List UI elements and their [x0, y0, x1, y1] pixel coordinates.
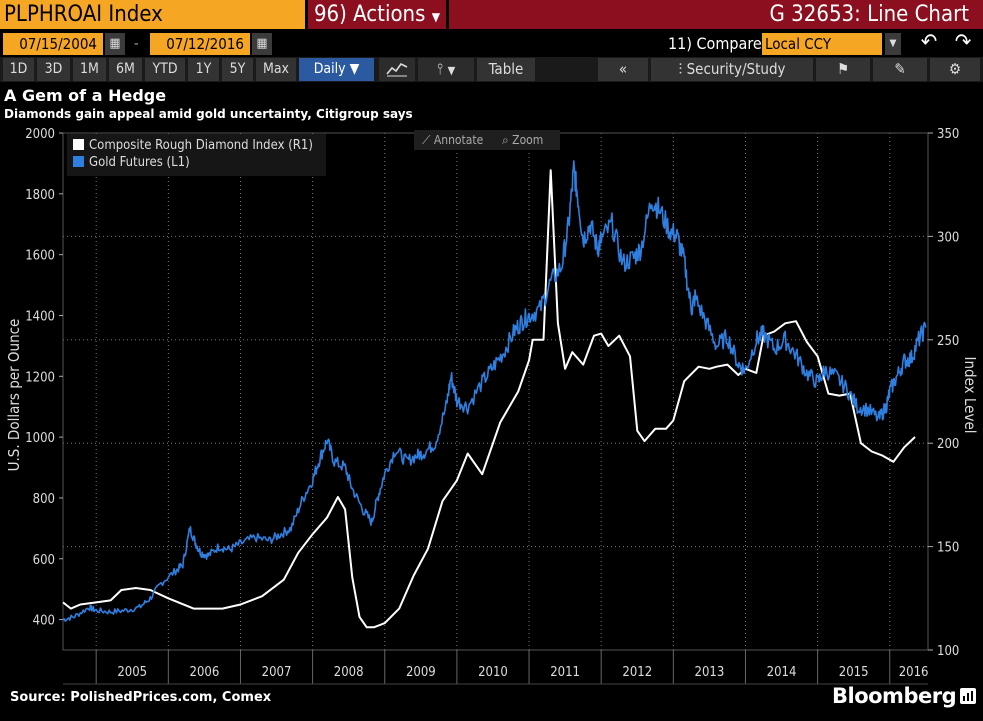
frequency-label: Daily [313, 61, 346, 77]
legend-label: Composite Rough Diamond Index (R1) [89, 138, 313, 153]
security-study-label: Security/Study [686, 60, 786, 78]
calendar-icon[interactable]: ▦ [252, 33, 272, 55]
y-left-tick-label: 400 [33, 614, 55, 629]
zoom-label: Zoom [512, 133, 544, 147]
x-tick-label: 2012 [622, 665, 652, 680]
y-axis-right-label: Index Level [961, 356, 979, 434]
start-date-input[interactable]: 07/15/2004 [3, 33, 103, 55]
y-right-tick-label: 150 [937, 541, 959, 556]
currency-select[interactable]: Local CCY [762, 33, 882, 55]
brand-logo: Bloomberg [832, 684, 957, 708]
y-left-tick-label: 1400 [25, 309, 55, 324]
y-left-tick-label: 1200 [25, 370, 55, 385]
y-left-tick-label: 1000 [25, 431, 55, 446]
x-tick-label: 2007 [262, 665, 292, 680]
x-tick-label: 2014 [767, 665, 797, 680]
y-right-tick-label: 300 [937, 230, 959, 245]
x-tick-label: 2015 [839, 665, 869, 680]
security-study-button[interactable]: ⫶ Security/Study [651, 58, 813, 81]
x-tick-label: 2013 [695, 665, 725, 680]
plot-frame [62, 132, 929, 651]
calendar-icon[interactable]: ▦ [105, 33, 125, 55]
y-right-tick-label: 200 [937, 437, 959, 452]
flag-icon[interactable]: ⚑ [816, 58, 870, 81]
legend-item-gold: Gold Futures (L1) [73, 155, 190, 171]
x-tick-label: 2011 [550, 665, 580, 680]
chart-type-select[interactable]: ⫯ ▼ [418, 58, 474, 81]
y-left-tick-label: 1800 [25, 188, 55, 203]
function-title: G 32653: Line Chart [449, 0, 983, 29]
y-left-tick-label: 600 [33, 553, 55, 568]
gold-futures-line [62, 160, 927, 622]
chart-subtitle: Diamonds gain appeal amid gold uncertain… [4, 107, 413, 121]
x-tick-label: 2009 [406, 665, 436, 680]
y-left-tick-label: 800 [33, 492, 55, 507]
ticker-field[interactable]: PLPHROAI Index [0, 0, 305, 29]
end-date-input[interactable]: 07/12/2016 [150, 33, 250, 55]
bar-chart-icon: ⫯ [436, 60, 444, 78]
annotate-label: Annotate [433, 133, 484, 147]
legend-item-diamond: Composite Rough Diamond Index (R1) [73, 138, 313, 154]
gear-icon[interactable]: ⚙ [930, 58, 980, 81]
period-1d-button[interactable]: 1D [3, 58, 34, 81]
actions-menu-button[interactable]: 96) Actions ▼ [308, 0, 446, 29]
legend-swatch [73, 139, 84, 150]
x-tick-label: 2006 [190, 665, 220, 680]
terminal-icon [960, 688, 976, 704]
legend-swatch [73, 156, 84, 167]
table-button[interactable]: Table [477, 58, 535, 81]
magnifier-icon: ⌕ [502, 133, 509, 147]
pencil-icon: ⟋ [422, 133, 431, 147]
y-right-tick-label: 100 [937, 644, 959, 659]
date-separator: - [134, 36, 139, 52]
diamond-index-line [62, 169, 916, 629]
back-arrow-icon[interactable]: ↶ [920, 30, 938, 55]
annotate-button[interactable]: ⟋ Annotate [422, 130, 483, 150]
chart-title: A Gem of a Hedge [4, 86, 167, 105]
period-1y-button[interactable]: 1Y [188, 58, 219, 81]
y-axis-left-label: U.S. Dollars per Ounce [5, 318, 23, 472]
forward-arrow-icon[interactable]: ↷ [954, 30, 972, 55]
series-layer [62, 160, 927, 629]
period-ytd-button[interactable]: YTD [145, 58, 185, 81]
actions-label: 96) Actions [313, 2, 426, 27]
period-max-button[interactable]: Max [256, 58, 296, 81]
x-tick-label: 2010 [478, 665, 508, 680]
chevron-down-icon: ▼ [349, 61, 360, 77]
line-chart-icon[interactable] [379, 58, 415, 81]
frequency-select[interactable]: Daily ▼ [299, 58, 374, 81]
compare-button[interactable]: 11) Compare [668, 34, 762, 53]
x-tick-label: 2005 [117, 665, 147, 680]
period-1m-button[interactable]: 1M [73, 58, 106, 81]
period-6m-button[interactable]: 6M [109, 58, 142, 81]
chart-tools: ⟋ Annotate ⌕ Zoom [414, 130, 560, 150]
x-tick-label: 2008 [334, 665, 364, 680]
legend: Composite Rough Diamond Index (R1) Gold … [67, 134, 326, 176]
zoom-button[interactable]: ⌕ Zoom [502, 130, 543, 150]
y-right-tick-label: 250 [937, 334, 959, 349]
gridlines [63, 132, 928, 651]
y-left-tick-label: 2000 [25, 127, 55, 142]
x-tick-label: 2016 [899, 665, 929, 680]
axes [59, 132, 933, 685]
tick-labels: 400 600 800 1000 1200 1400 1600 1800 2000 100 150 2… [25, 127, 959, 680]
legend-label: Gold Futures (L1) [89, 155, 190, 170]
chevron-down-icon: ▼ [447, 64, 456, 77]
chevron-down-icon[interactable]: ▼ [885, 33, 901, 55]
y-left-tick-label: 1600 [25, 249, 55, 264]
collapse-left-icon[interactable]: « [598, 58, 648, 81]
period-3d-button[interactable]: 3D [37, 58, 70, 81]
study-icon: ⫶ [678, 60, 683, 78]
edit-icon[interactable]: ✎ [873, 58, 927, 81]
source-note: Source: PolishedPrices.com, Comex [10, 690, 272, 705]
y-right-tick-label: 350 [937, 127, 959, 142]
period-5y-button[interactable]: 5Y [222, 58, 253, 81]
chevron-down-icon: ▼ [431, 10, 441, 24]
